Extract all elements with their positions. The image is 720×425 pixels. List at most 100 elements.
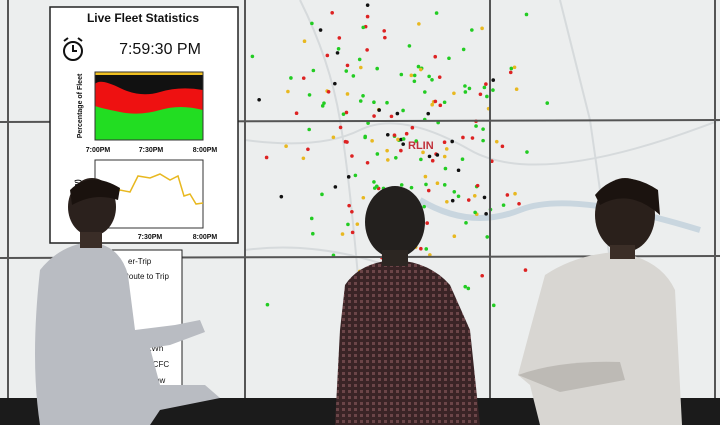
chart1-x-label: 7:30PM [139, 147, 164, 154]
vehicle-dot [478, 92, 483, 97]
vehicle-dot [302, 39, 307, 44]
vehicle-dot [341, 112, 346, 116]
vehicle-dot [512, 65, 517, 70]
vehicle-dot [452, 234, 457, 239]
vehicle-dot [430, 78, 434, 82]
vehicle-dot [401, 142, 405, 146]
vehicle-dot [409, 73, 414, 78]
vehicle-dot [350, 230, 355, 235]
vehicle-dot [513, 191, 517, 196]
vehicle-dot [524, 12, 529, 17]
vehicle-dot [473, 210, 477, 215]
vehicle-dot [344, 69, 349, 73]
vehicle-dot [385, 148, 389, 153]
vehicle-dot [523, 268, 528, 272]
vehicle-dot [517, 201, 521, 206]
vehicle-dot [377, 108, 381, 112]
vehicle-dot [445, 199, 449, 204]
vehicle-dot [509, 66, 514, 71]
vehicle-dot [336, 47, 341, 51]
vehicle-dot [399, 183, 404, 187]
vehicle-dot [385, 100, 389, 105]
vehicle-dot [452, 91, 456, 96]
vehicle-dot [450, 139, 454, 144]
vehicle-dot [414, 139, 419, 143]
vehicle-dot [372, 114, 376, 118]
chart2-x-label: 7:30PM [138, 234, 163, 241]
vehicle-dot [417, 22, 421, 26]
vehicle-dot [279, 194, 284, 199]
vehicle-dot [307, 127, 311, 132]
vehicle-dot [311, 68, 316, 73]
vehicle-dot [301, 156, 306, 161]
vehicle-dot [345, 92, 350, 96]
vehicle-dot [426, 111, 431, 116]
vehicle-dot [306, 147, 310, 152]
vehicle-dot [480, 26, 484, 31]
vehicle-dot [375, 66, 379, 71]
vehicle-dot [264, 155, 269, 160]
vehicle-dot [494, 139, 499, 144]
vehicle-dot [514, 87, 519, 91]
vehicle-dot [463, 284, 468, 289]
vehicle-dot [435, 153, 440, 157]
vehicle-dot [331, 135, 336, 140]
vehicle-dot [470, 136, 475, 140]
clock-icon [63, 37, 83, 61]
vehicle-dot [333, 185, 338, 189]
vehicle-dot [444, 147, 449, 151]
vehicle-dot [472, 193, 477, 198]
clock-time: 7:59:30 PM [119, 41, 201, 58]
vehicle-dot [508, 70, 513, 75]
map-dots [250, 3, 550, 308]
vehicle-dot [310, 21, 314, 26]
vehicle-dot [307, 93, 312, 97]
legend-item: er-Trip [128, 257, 152, 266]
vehicle-dot [361, 94, 365, 98]
vehicle-dot [430, 158, 435, 163]
chart1-x-label: 8:00PM [193, 147, 218, 154]
vehicle-dot [460, 157, 465, 162]
vehicle-dot [447, 56, 451, 61]
vehicle-dot [433, 99, 438, 104]
vehicle-dot [357, 57, 362, 62]
vehicle-dot [463, 90, 468, 94]
info-line: 0 kWh [141, 344, 164, 353]
vehicle-dot [407, 44, 412, 48]
vehicle-dot [318, 28, 323, 32]
vehicle-dot [347, 203, 351, 208]
vehicle-dot [250, 54, 255, 59]
vehicle-dot [480, 273, 484, 278]
vehicle-dot [485, 94, 489, 99]
vehicle-dot [346, 222, 350, 227]
vehicle-dot [394, 156, 398, 160]
vehicle-dot [424, 247, 429, 251]
vehicle-dot [430, 102, 434, 107]
vehicle-dot [365, 48, 369, 52]
vehicle-dot [395, 111, 400, 116]
vehicle-dot [435, 181, 440, 186]
vehicle-dot [438, 103, 443, 108]
vehicle-dot [333, 81, 337, 86]
vehicle-dot [404, 131, 409, 136]
vehicle-dot [467, 86, 472, 91]
vehicle-dot [423, 174, 428, 179]
vehicle-dot [359, 65, 363, 70]
vehicle-dot [481, 138, 485, 143]
vehicle-dot [346, 175, 351, 179]
vehicle-dot [392, 133, 397, 137]
vehicle-dot [351, 74, 356, 78]
vehicle-dot [340, 232, 345, 236]
vehicle-dot [484, 82, 488, 86]
vehicle-dot [481, 127, 485, 131]
vehicle-dot [401, 108, 405, 113]
vehicle-dot [399, 148, 403, 153]
vehicle-dot [343, 139, 348, 144]
chart2-x-label: 8:00PM [193, 234, 218, 241]
vehicle-dot [337, 36, 342, 40]
vehicle-dot [358, 99, 363, 103]
vehicle-dot [399, 72, 404, 77]
vehicle-dot [389, 114, 394, 119]
vehicle-dot [289, 76, 293, 80]
